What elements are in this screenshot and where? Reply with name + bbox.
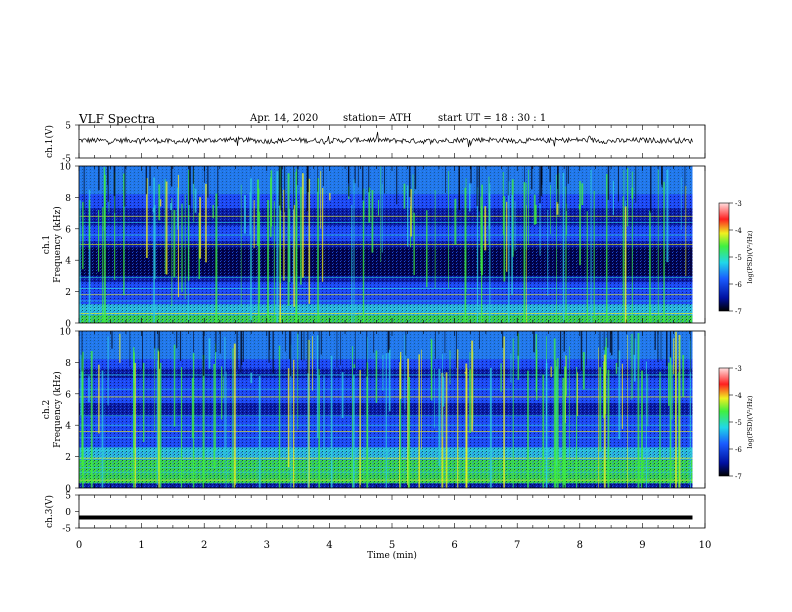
- x-tick-label: 0: [76, 540, 82, 551]
- colorbar-tick-label: -4: [735, 392, 742, 400]
- x-tick-label: 3: [264, 540, 270, 551]
- spectrogram-image: [79, 331, 693, 488]
- colorbar-tick-label: -6: [735, 446, 742, 454]
- y-tick-label: 6: [65, 390, 71, 400]
- ch1-waveform-line: [78, 131, 693, 148]
- date-label: Apr. 14, 2020: [250, 113, 319, 124]
- chart-title: VLF Spectra: [79, 112, 156, 126]
- colorbar-tick-label: -4: [735, 227, 742, 235]
- colorbar: [718, 202, 730, 312]
- x-tick-label: 6: [451, 540, 457, 551]
- colorbar: [718, 367, 730, 477]
- colorbar-tick-label: -5: [735, 254, 742, 262]
- y-tick-label: 2: [65, 288, 71, 298]
- y-tick-label: 6: [65, 225, 71, 235]
- x-tick-label: 2: [201, 540, 207, 551]
- y-tick-label: 4: [65, 422, 71, 432]
- y-axis-label: Frequency (kHz): [52, 206, 63, 283]
- colorbar-label: log(PSD)(V²/Hz): [746, 395, 754, 448]
- y-tick-label: 0: [65, 508, 71, 518]
- x-tick-label: 10: [699, 540, 712, 551]
- start-time-label: start UT = 18 : 30 : 1: [438, 113, 547, 124]
- colorbar-tick-label: -7: [735, 308, 742, 316]
- colorbar-tick-label: -5: [735, 419, 742, 427]
- y-tick-label: -5: [62, 525, 71, 535]
- x-tick-label: 5: [389, 540, 395, 551]
- y-axis-label: ch.1(V): [44, 125, 55, 158]
- y-tick-label: 10: [60, 163, 72, 173]
- y-tick-label: 8: [65, 359, 71, 369]
- y-tick-label: -5: [62, 155, 71, 165]
- spectrogram-image: [79, 166, 693, 323]
- y-tick-label: 10: [60, 328, 72, 338]
- y-axis-label: Frequency (kHz): [52, 371, 63, 448]
- y-axis-label: ch.3(V): [44, 495, 55, 528]
- x-tick-label: 4: [326, 540, 332, 551]
- ch1-waveform-series: [78, 131, 693, 148]
- y-tick-label: 4: [65, 257, 71, 267]
- x-axis-label: Time (min): [367, 550, 417, 561]
- station-label: station= ATH: [343, 113, 412, 124]
- y-tick-label: 8: [65, 194, 71, 204]
- y-tick-label: 0: [65, 320, 71, 330]
- colorbar-label: log(PSD)(V²/Hz): [746, 230, 754, 283]
- colorbar-tick-label: -3: [735, 200, 742, 208]
- y-axis-label: ch.2: [42, 400, 52, 419]
- y-tick-label: 0: [65, 485, 71, 495]
- y-tick-label: 2: [65, 453, 71, 463]
- x-tick-label: 7: [514, 540, 520, 551]
- colorbar-tick-label: -6: [735, 281, 742, 289]
- spectrogram-haze: [79, 166, 693, 195]
- y-tick-label: 5: [65, 492, 71, 502]
- y-axis-label: ch.1: [42, 235, 52, 254]
- colorbar-tick-label: -3: [735, 365, 742, 373]
- y-tick-label: 5: [65, 122, 71, 132]
- x-tick-label: 8: [577, 540, 583, 551]
- x-tick-label: 9: [639, 540, 645, 551]
- x-tick-label: 1: [138, 540, 144, 551]
- colorbar-tick-label: -7: [735, 473, 742, 481]
